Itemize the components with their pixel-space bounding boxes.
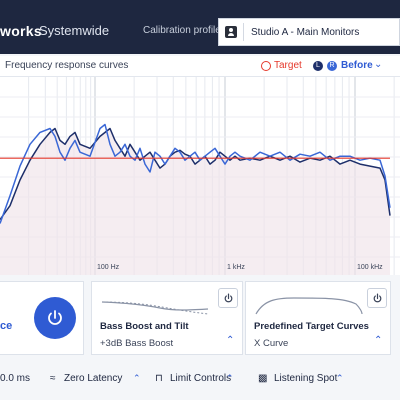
frequency-header: Frequency response curves Target L R Bef… (0, 56, 400, 77)
profile-value: Studio A - Main Monitors (251, 27, 360, 38)
x-tick-label: 100 kHz (357, 264, 383, 271)
x-tick-label: 100 Hz (97, 264, 120, 271)
target-power-button[interactable] (367, 288, 387, 308)
listening-spot-icon: ▩ (258, 373, 268, 384)
delay-value[interactable]: 0.0 ms (0, 373, 31, 384)
power-icon (373, 293, 382, 303)
target-toggle[interactable]: Target (274, 60, 302, 71)
chevron-up-icon[interactable]: ⌃ (133, 373, 141, 383)
chevron-up-icon[interactable]: ⌃ (226, 373, 234, 383)
speaker-icon (225, 26, 237, 38)
target-curve-thumbnail (255, 297, 363, 315)
chevron-down-icon[interactable]: ⌄ (374, 59, 383, 70)
limit-icon: ⊓ (155, 373, 163, 384)
bottom-bar: 0.0 ms ≈ Zero Latency ⌃ ⊓ Limit Controls… (0, 365, 400, 391)
chevron-up-icon[interactable]: ⌃ (336, 373, 344, 383)
bass-value: +3dB Bass Boost (100, 338, 174, 349)
power-icon (224, 293, 233, 303)
target-value: X Curve (254, 338, 289, 349)
target-curves-panel[interactable]: Predefined Target Curves X Curve ⌃ (245, 281, 391, 355)
product-name: Systemwide (39, 23, 110, 38)
correction-panel: ce (0, 281, 84, 355)
before-toggle[interactable]: Before (341, 60, 373, 71)
frequency-chart-svg: 100 Hz 1 kHz 100 kHz (0, 77, 400, 275)
calibration-profile-select[interactable]: Studio A - Main Monitors (218, 18, 400, 46)
response-curve-line (0, 123, 391, 224)
before-left-badge[interactable]: L (313, 61, 323, 71)
bass-power-button[interactable] (218, 288, 238, 308)
bass-curve-thumbnail (101, 301, 209, 315)
latency-icon: ≈ (50, 373, 56, 384)
correction-label: ce (0, 320, 13, 332)
x-tick-label: 1 kHz (227, 264, 245, 271)
series-lines (0, 123, 391, 224)
chevron-up-icon[interactable]: ⌃ (374, 335, 383, 346)
before-right-badge[interactable]: R (327, 61, 337, 71)
tick-labels: 100 Hz 1 kHz 100 kHz (97, 264, 383, 271)
listening-spot-control[interactable]: Listening Spot (274, 373, 338, 384)
bass-title: Bass Boost and Tilt (100, 321, 189, 332)
latency-control[interactable]: Zero Latency (64, 373, 123, 384)
curve-fill (0, 128, 390, 275)
target-title: Predefined Target Curves (254, 321, 369, 332)
frequency-title: Frequency response curves (5, 60, 129, 71)
response-curve-line (0, 127, 391, 221)
calibration-label: Calibration profile: (143, 25, 224, 36)
limit-controls[interactable]: Limit Controls (170, 373, 232, 384)
power-icon (48, 310, 62, 325)
chevron-up-icon[interactable]: ⌃ (226, 335, 235, 346)
power-toggle-button[interactable] (34, 297, 76, 339)
frequency-chart: 100 Hz 1 kHz 100 kHz (0, 77, 400, 275)
brand-name: works (0, 23, 42, 39)
top-bar: works Systemwide Calibration profile: St… (0, 0, 400, 54)
target-circle-icon[interactable] (261, 61, 271, 71)
bass-boost-panel[interactable]: Bass Boost and Tilt +3dB Bass Boost ⌃ (91, 281, 243, 355)
divider (243, 23, 244, 41)
